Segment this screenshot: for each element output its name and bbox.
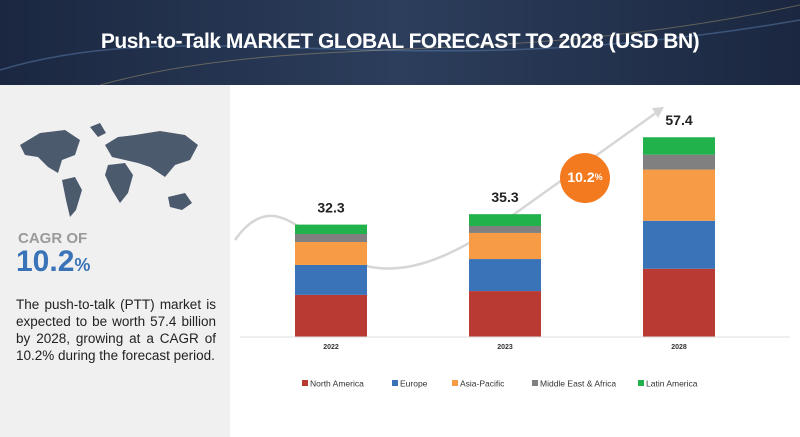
bar-segment (469, 214, 541, 226)
sidebar: CAGR OF 10.2% The push-to-talk (PTT) mar… (0, 85, 230, 437)
total-label: 35.3 (491, 189, 518, 205)
arrow-head (652, 107, 664, 118)
bar-segment (643, 220, 715, 269)
legend-label: Middle East & Africa (540, 378, 616, 388)
header: Push-to-Talk MARKET GLOBAL FORECAST TO 2… (0, 0, 800, 85)
legend-swatch (392, 380, 398, 386)
legend-swatch (532, 380, 538, 386)
bar-segment (643, 137, 715, 155)
cagr-label: CAGR OF (18, 230, 88, 247)
bar-segment (469, 232, 541, 260)
bar-segment (643, 169, 715, 221)
bar-segment (643, 268, 715, 337)
total-label: 57.4 (665, 112, 692, 128)
bar-segment (643, 154, 715, 170)
legend-label: Europe (400, 378, 428, 388)
world-map (20, 123, 198, 217)
bar-segment (469, 291, 541, 337)
bar-segment (295, 224, 367, 234)
growth-badge-value: 10.2 (567, 169, 594, 185)
growth-badge (560, 153, 610, 203)
bar-segment (295, 241, 367, 265)
bar-segment (295, 233, 367, 242)
legend-label: Asia-Pacific (460, 378, 505, 388)
legend-swatch (452, 380, 458, 386)
bar-segment (469, 259, 541, 292)
legend-swatch (638, 380, 644, 386)
header-decor (0, 4, 800, 85)
cagr-unit: % (74, 255, 91, 275)
bar-segment (295, 294, 367, 337)
total-label: 32.3 (317, 199, 344, 215)
legend-swatch (302, 380, 308, 386)
growth-badge-unit: % (595, 172, 603, 182)
bar-segment (469, 225, 541, 233)
legend-label: Latin America (646, 378, 698, 388)
bar-segment (295, 264, 367, 295)
x-tick-label: 2023 (497, 344, 513, 351)
growth-badge-text: 10.2% (567, 169, 602, 185)
chart-title: Push-to-Talk MARKET GLOBAL FORECAST TO 2… (100, 30, 700, 53)
cagr-value: 10.2% (16, 245, 90, 279)
description: The push-to-talk (PTT) market is expecte… (16, 297, 216, 363)
x-tick-label: 2028 (671, 344, 687, 351)
x-tick-label: 2022 (323, 344, 339, 351)
cagr-number: 10.2 (16, 245, 75, 278)
legend-label: North America (310, 378, 364, 388)
